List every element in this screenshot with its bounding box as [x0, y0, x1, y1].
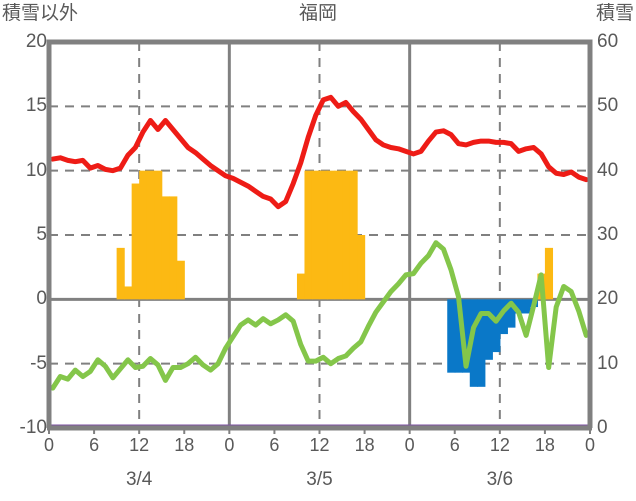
y-axis-right-tick-label: 30 [597, 224, 619, 245]
x-axis-tick-label: 12 [489, 435, 510, 455]
bar [131, 183, 140, 300]
bar [492, 299, 501, 353]
x-axis-day-label: 3/4 [125, 469, 153, 490]
bar [522, 299, 531, 314]
bar [296, 273, 306, 300]
bar [124, 286, 133, 300]
bar [334, 170, 343, 300]
bar [319, 170, 328, 300]
chart-title: 福岡 [298, 3, 337, 24]
x-axis-tick-label: 0 [404, 435, 415, 455]
y-axis-right-tick-label: 20 [597, 288, 619, 310]
y-axis-right-tick-label: 0 [597, 417, 608, 438]
bar [447, 299, 456, 373]
bar [342, 170, 351, 300]
bar [169, 196, 178, 300]
x-axis-tick-label: 0 [584, 435, 595, 455]
bar [139, 170, 148, 300]
bar [116, 247, 125, 300]
bar [484, 299, 493, 360]
x-axis-tick-label: 18 [174, 435, 195, 455]
x-axis-day-label: 3/5 [306, 469, 333, 490]
y-axis-right-tick-label: 10 [597, 352, 619, 374]
x-axis-day-label: 3/6 [486, 469, 514, 490]
bar [327, 170, 336, 300]
x-axis-tick-label: 12 [129, 435, 150, 455]
temperature-line [50, 94, 589, 210]
bar [469, 299, 478, 387]
x-axis-tick-label: 12 [309, 435, 330, 455]
x-axis-tick-label: 0 [43, 435, 54, 455]
bar [146, 170, 155, 300]
y-axis-right-tick-label: 60 [597, 31, 619, 52]
bar [357, 235, 366, 300]
x-axis-tick-label: 18 [534, 435, 555, 455]
axis-frame [46, 39, 593, 428]
bar [462, 299, 471, 373]
x-axis-tick-label: 6 [269, 435, 280, 455]
bar [311, 170, 321, 300]
bar [507, 299, 516, 328]
x-axis-tick-label: 0 [224, 435, 235, 455]
bar [154, 170, 163, 300]
left-axis-unit-label: 積雪以外 [2, 3, 79, 24]
bar [349, 170, 358, 300]
bar [454, 299, 463, 373]
bar [304, 170, 313, 300]
x-axis-tick-label: 6 [449, 435, 460, 455]
other-precipitation-bars [116, 170, 554, 300]
y-axis-left-tick-label: -5 [30, 352, 47, 374]
y-axis-right-tick-label: 50 [597, 95, 619, 117]
y-axis-left-tick-label: 15 [25, 95, 47, 117]
right-axis-unit-label: 積雪 [595, 3, 634, 24]
bar [544, 247, 554, 300]
y-axis-left-tick-label: 10 [25, 159, 47, 181]
bar [477, 299, 486, 387]
bar [176, 260, 185, 300]
bar [514, 299, 523, 314]
y-axis-left-tick-label: 20 [25, 31, 47, 52]
y-axis-right-tick-label: 40 [597, 159, 619, 181]
y-axis-left-tick-label: 0 [36, 288, 47, 310]
x-axis-tick-label: 18 [354, 435, 375, 455]
bar [161, 196, 170, 300]
wind-speed-line [50, 240, 589, 391]
x-axis-tick-label: 6 [89, 435, 100, 455]
bar [499, 299, 508, 335]
y-axis-left-tick-label: 5 [36, 224, 47, 245]
y-axis-left-tick-label: -10 [19, 417, 47, 438]
